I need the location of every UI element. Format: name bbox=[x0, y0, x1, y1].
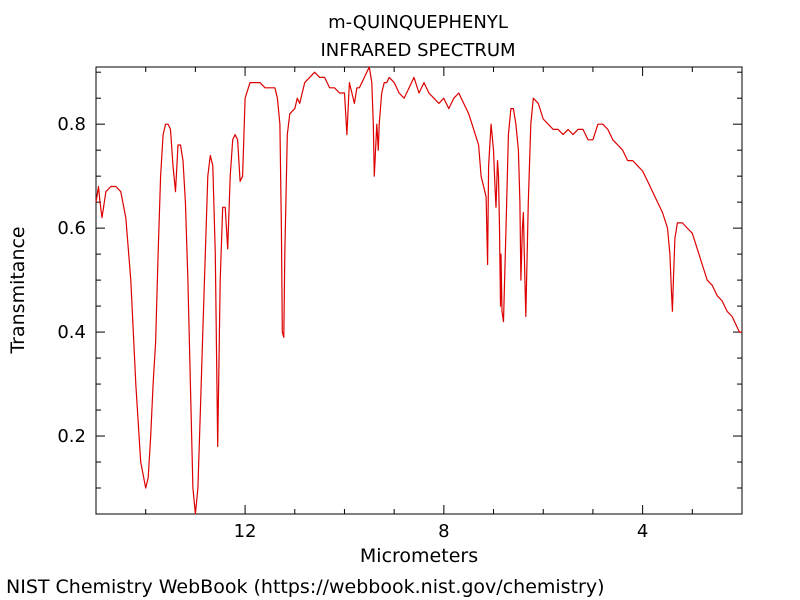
x-axis-ticks: 12 8 4 bbox=[234, 67, 648, 542]
y-axis-label: Transmitance bbox=[7, 226, 29, 354]
x-axis-minor-ticks bbox=[95, 67, 743, 514]
chart-title: m-QUINQUEPHENYL bbox=[328, 12, 508, 33]
x-tick-label: 8 bbox=[438, 521, 449, 542]
chart-subtitle: INFRARED SPECTRUM bbox=[320, 40, 515, 61]
y-tick-label: 0.8 bbox=[57, 114, 86, 135]
y-axis-ticks: 0.2 0.4 0.6 0.8 bbox=[57, 114, 742, 447]
y-tick-label: 0.4 bbox=[57, 322, 86, 343]
spectrum-line bbox=[95, 66, 742, 515]
x-axis-label: Micrometers bbox=[360, 545, 478, 567]
source-credit: NIST Chemistry WebBook (https://webbook.… bbox=[6, 576, 605, 598]
y-tick-label: 0.6 bbox=[57, 218, 86, 239]
y-tick-label: 0.2 bbox=[57, 426, 86, 447]
y-axis-minor-ticks bbox=[96, 71, 742, 489]
x-tick-label: 12 bbox=[234, 521, 257, 542]
x-tick-label: 4 bbox=[637, 521, 648, 542]
plot-area bbox=[95, 66, 743, 515]
